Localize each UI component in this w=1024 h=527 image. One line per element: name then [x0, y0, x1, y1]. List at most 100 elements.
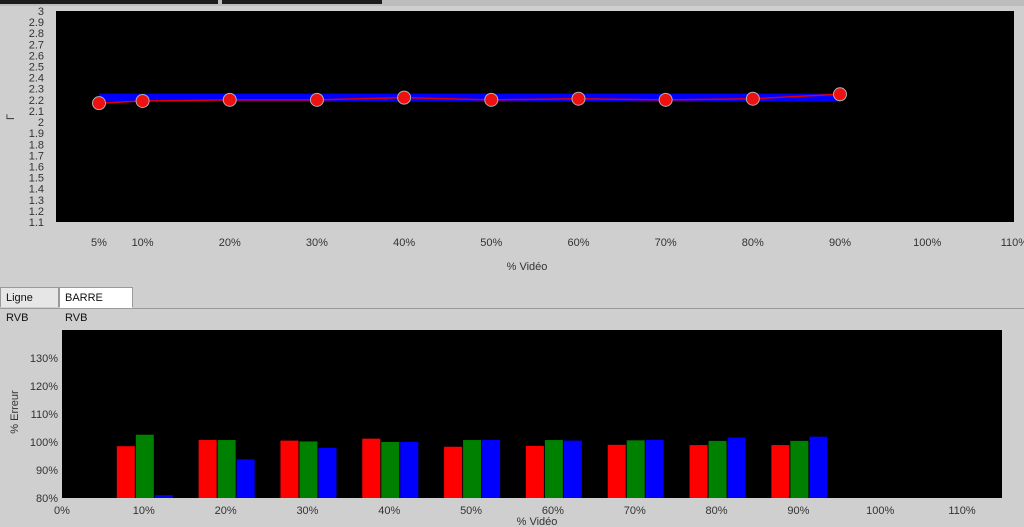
error-bar[interactable] — [689, 445, 708, 498]
gamma-y-axis-label: Γ — [5, 114, 17, 120]
error-x-tick-label: 50% — [460, 505, 482, 517]
gamma-x-tick-label: 30% — [306, 237, 328, 249]
error-x-tick-label: 80% — [706, 505, 728, 517]
gamma-y-tick-label: 2.1 — [29, 106, 44, 118]
error-y-tick-label: 120% — [30, 381, 58, 393]
gamma-data-point[interactable] — [833, 87, 847, 102]
error-bar[interactable] — [318, 447, 337, 498]
error-bar[interactable] — [790, 440, 809, 498]
error-bar[interactable] — [645, 439, 664, 498]
gamma-y-tick-label: 2 — [38, 117, 44, 129]
error-bar[interactable] — [236, 459, 255, 498]
error-bar[interactable] — [525, 445, 544, 498]
tab-barre-rvb[interactable]: BARRE RVB — [59, 287, 133, 324]
error-bar[interactable] — [154, 495, 173, 498]
error-bar[interactable] — [544, 440, 563, 498]
gamma-y-tick-label: 1.5 — [29, 173, 44, 185]
error-bar[interactable] — [809, 436, 828, 498]
gamma-x-tick-label: 70% — [655, 237, 677, 249]
gamma-y-tick-label: 2.4 — [29, 73, 44, 85]
gamma-y-tick-label: 1.9 — [29, 128, 44, 140]
gamma-y-tick-label: 2.3 — [29, 84, 44, 96]
error-bar[interactable] — [135, 434, 154, 498]
window-top-strip — [0, 0, 1024, 6]
gamma-data-point[interactable] — [658, 92, 673, 107]
gamma-x-tick-label: 20% — [219, 237, 241, 249]
error-x-tick-label: 40% — [378, 505, 400, 517]
title-segment-left — [0, 0, 218, 4]
error-x-tick-label: 10% — [133, 505, 155, 517]
gamma-y-tick-label: 1.4 — [29, 184, 44, 196]
gamma-y-tick-label: 2.9 — [29, 17, 44, 29]
error-bar[interactable] — [116, 446, 135, 498]
error-x-tick-label: 0% — [54, 505, 70, 517]
error-bar[interactable] — [299, 441, 318, 498]
title-segment-right — [222, 0, 382, 4]
error-bar[interactable] — [463, 440, 482, 498]
gamma-plot-area — [56, 11, 1014, 222]
error-x-tick-label: 100% — [866, 505, 894, 517]
gamma-y-tick-label: 2.8 — [29, 28, 44, 40]
error-bar[interactable] — [708, 440, 727, 498]
gamma-x-tick-label: 60% — [567, 237, 589, 249]
error-bar[interactable] — [771, 445, 790, 498]
error-chart: 80% 90% 100% 110% 120% 130% 0% 10% 20% 30% 40% 50%… — [9, 330, 1002, 527]
chart-tab-bar: Ligne RVB BARRE RVB — [0, 287, 1024, 324]
error-bar[interactable] — [727, 437, 746, 498]
error-x-tick-label: 110% — [948, 505, 976, 517]
gamma-y-tick-label: 2.2 — [29, 95, 44, 107]
error-x-tick-label: 70% — [624, 505, 646, 517]
gamma-y-tick-label: 2.6 — [29, 50, 44, 62]
error-bar[interactable] — [626, 440, 645, 498]
error-x-tick-label: 30% — [296, 505, 318, 517]
gamma-data-point[interactable] — [484, 92, 499, 107]
gamma-y-tick-label: 1.7 — [29, 150, 44, 162]
gamma-x-tick-label: 110% — [1001, 237, 1024, 249]
gamma-y-tick-label: 3 — [38, 6, 44, 18]
error-y-tick-label: 130% — [30, 353, 58, 365]
error-y-tick-label: 110% — [31, 409, 59, 421]
gamma-x-tick-label: 10% — [132, 237, 154, 249]
gamma-y-tick-label: 2.7 — [29, 39, 44, 51]
gamma-chart: 1.11.21.31.41.51.61.71.81.922.12.22.32.4… — [5, 6, 1024, 273]
gamma-measured-line — [98, 93, 841, 104]
gamma-y-tick-label: 2.5 — [29, 62, 44, 74]
gamma-x-tick-label: 90% — [829, 237, 851, 249]
gamma-x-tick-label: 100% — [913, 237, 941, 249]
error-bar[interactable] — [444, 446, 463, 498]
gamma-data-point[interactable] — [92, 96, 106, 111]
gamma-y-tick-label: 1.3 — [29, 195, 44, 207]
error-bar[interactable] — [482, 440, 501, 498]
gamma-data-point[interactable] — [135, 93, 150, 108]
error-chart-panel: 80% 90% 100% 110% 120% 130% 0% 10% 20% 30% 40% 50%… — [0, 309, 1024, 527]
error-bar[interactable] — [400, 442, 419, 498]
gamma-chart-panel: 1.1 1.2 1.3 1.4 1.5 1.6 1.7 1.8 1.9 2 2.1 2.2 2.3 2.4… — [5, 6, 1024, 273]
gamma-x-tick-label: 40% — [393, 237, 415, 249]
gamma-data-point[interactable] — [745, 91, 760, 106]
gamma-y-tick-label: 1.1 — [29, 217, 44, 229]
error-y-tick-label: 80% — [36, 493, 58, 505]
error-bar[interactable] — [198, 440, 217, 498]
error-bar[interactable] — [362, 438, 381, 498]
gamma-data-point[interactable] — [309, 92, 324, 107]
tab-ligne-rvb[interactable]: Ligne RVB — [0, 287, 59, 324]
gamma-y-tick-label: 1.8 — [29, 139, 44, 151]
gamma-y-tick-label: 1.6 — [29, 161, 44, 173]
gamma-data-point[interactable] — [571, 91, 586, 106]
error-x-tick-label: 20% — [215, 505, 237, 517]
gamma-data-point[interactable] — [397, 90, 412, 105]
gamma-y-tick-label: 1.2 — [29, 206, 44, 218]
gamma-x-tick-label: 5% — [91, 237, 107, 249]
error-bar[interactable] — [563, 440, 582, 498]
error-x-tick-label: 90% — [787, 505, 809, 517]
error-bar[interactable] — [217, 440, 236, 498]
error-bar[interactable] — [381, 442, 400, 498]
error-bar[interactable] — [280, 440, 299, 498]
error-x-axis-label: % Vidéo — [517, 516, 558, 527]
error-bar[interactable] — [607, 444, 626, 498]
error-y-tick-label: 100% — [30, 437, 58, 449]
gamma-data-point[interactable] — [222, 92, 237, 107]
gamma-x-axis-label: % Vidéo — [507, 261, 548, 273]
gamma-x-tick-label: 50% — [480, 237, 502, 249]
error-y-tick-label: 90% — [36, 465, 58, 477]
